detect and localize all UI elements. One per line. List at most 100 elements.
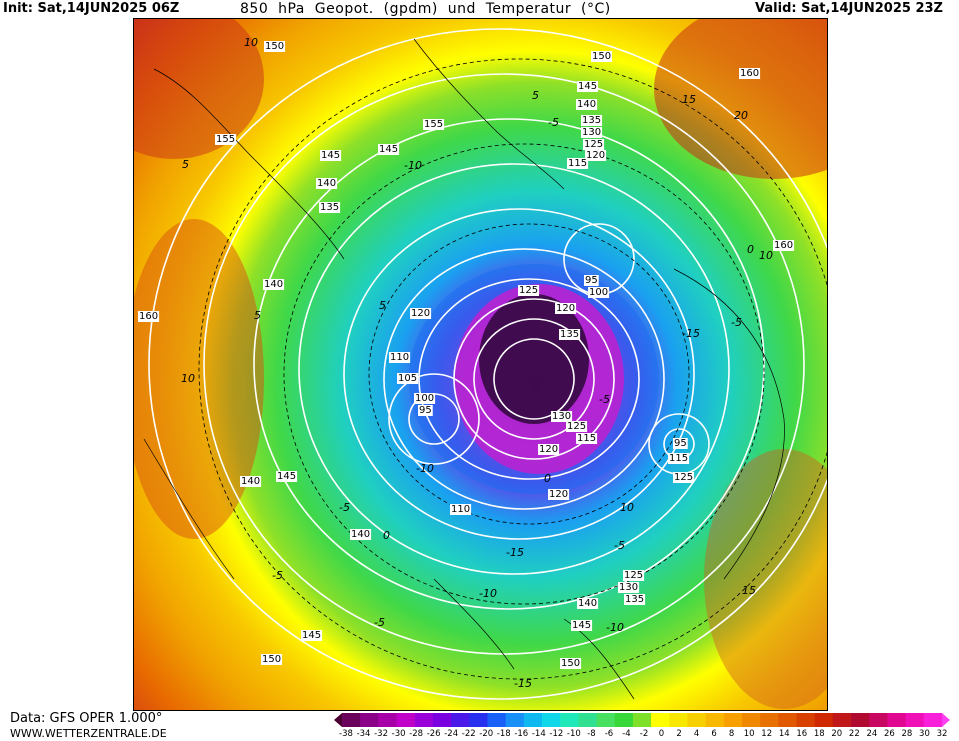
scale-tick-label: -8 xyxy=(587,729,596,739)
geopotential-label-box xyxy=(576,433,598,444)
geopotential-label-text: 110 xyxy=(390,352,409,363)
scale-tick-label: 18 xyxy=(813,729,825,739)
geopotential-label-text: 150 xyxy=(561,658,580,669)
temperature-label-text: 5 xyxy=(532,89,539,102)
scale-swatch xyxy=(614,713,634,727)
map-title: 850 hPa Geopot. (gpdm) und Temperatur (°… xyxy=(240,1,611,17)
temperature-label-text: -5 xyxy=(614,539,625,552)
geopotential-label: 115 xyxy=(668,453,690,464)
temperature-label-text: 0 xyxy=(383,529,390,542)
scale-swatch xyxy=(796,713,816,727)
geopotential-label-box xyxy=(624,594,646,605)
geopotential-label-text: 135 xyxy=(582,115,601,126)
geopotential-label-text: 120 xyxy=(549,489,568,500)
scale-tick-label: 6 xyxy=(711,729,717,739)
scale-swatch xyxy=(487,713,507,727)
geopotential-label-text: 145 xyxy=(572,620,591,631)
temperature-label-text: -15 xyxy=(682,327,700,340)
temperature-label: -5 xyxy=(374,616,385,629)
temperature-label-text: 0 xyxy=(747,243,754,256)
geopotential-label: 150 xyxy=(264,41,286,52)
temperature-label-text: 5 xyxy=(254,309,261,322)
geopotential-label-box xyxy=(577,598,599,609)
temperature-label-text: 15 xyxy=(682,93,696,106)
scale-swatch xyxy=(705,713,725,727)
scale-tick-label: 24 xyxy=(866,729,878,739)
temperature-label: -10 xyxy=(404,159,422,172)
temperature-label-text: -10 xyxy=(404,159,422,172)
scale-tick-label: 10 xyxy=(743,729,755,739)
geopotential-label-text: 95 xyxy=(585,275,598,286)
geopotential-label-box xyxy=(316,178,338,189)
temperature-contours xyxy=(198,58,827,680)
temperature-label-text: 15 xyxy=(742,584,756,597)
geopotential-label: 125 xyxy=(673,472,695,483)
geopotential-label-text: 120 xyxy=(556,303,575,314)
geopotential-label: 125 xyxy=(623,570,645,581)
geopotential-label-text: 125 xyxy=(624,570,643,581)
geopotential-label-text: 105 xyxy=(398,373,417,384)
geopotential-label-box xyxy=(378,144,400,155)
temperature-label: 5 xyxy=(182,158,189,171)
scale-swatch xyxy=(578,713,598,727)
temperature-label: 10 xyxy=(181,372,195,385)
geopotential-label-text: 160 xyxy=(774,240,793,251)
geopotential-label: 145 xyxy=(378,144,400,155)
temperature-label-text: -10 xyxy=(606,621,624,634)
geopotential-label: 100 xyxy=(414,393,436,404)
geopotential-label-box xyxy=(240,476,262,487)
geopotential-label-text: 140 xyxy=(351,529,370,540)
temperature-label-text: -10 xyxy=(416,462,434,475)
temperature-label: -15 xyxy=(506,546,524,559)
temperature-label: -15 xyxy=(682,327,700,340)
geopotential-label-text: 95 xyxy=(674,438,687,449)
scale-tick-label: -30 xyxy=(391,729,406,739)
geopotential-label-box xyxy=(581,127,603,138)
geopotential-label-box xyxy=(618,582,640,593)
temperature-label: 10 xyxy=(759,249,773,262)
scale-tick-label: -6 xyxy=(604,729,614,739)
temperature-label: 5 xyxy=(379,299,386,312)
scale-swatch xyxy=(851,713,870,727)
scale-tick-label: -2 xyxy=(639,729,649,739)
temperature-label-text: 5 xyxy=(182,158,189,171)
geopotential-label: 95 xyxy=(418,405,433,416)
geopotential-label: 130 xyxy=(618,582,640,593)
temperature-label: -5 xyxy=(339,501,350,514)
temperature-label-text: -5 xyxy=(548,116,559,129)
temperature-label-text: -15 xyxy=(506,546,524,559)
geopotential-label: 120 xyxy=(548,489,570,500)
geopotential-label-box xyxy=(414,393,436,404)
geopotential-label: 145 xyxy=(320,150,342,161)
geopotential-label-text: 155 xyxy=(424,119,443,130)
geopotential-label: 115 xyxy=(567,158,589,169)
geopotential-label-text: 160 xyxy=(139,311,158,322)
geopotential-label-text: 150 xyxy=(592,51,611,62)
geopotential-label: 160 xyxy=(739,68,761,79)
geopotential-label: 150 xyxy=(560,658,582,669)
geopotential-label: 135 xyxy=(319,202,341,213)
scale-tick-label: 22 xyxy=(848,729,860,739)
temperature-label: 0 xyxy=(747,243,754,256)
scale-swatch xyxy=(414,713,434,727)
temperature-label: 5 xyxy=(254,309,261,322)
scale-tick-label: 32 xyxy=(936,729,948,739)
temperature-label: 10 xyxy=(244,36,258,49)
geopotential-label-box xyxy=(577,81,599,92)
geopotential-label-text: 125 xyxy=(584,139,603,150)
geopotential-label-box xyxy=(397,373,419,384)
warm-region-patches xyxy=(134,19,827,709)
scale-swatch xyxy=(342,713,361,727)
temperature-label-text: -5 xyxy=(272,569,283,582)
geopotential-label-box xyxy=(571,620,593,631)
geopotential-label-text: 145 xyxy=(379,144,398,155)
scale-tick-label: -12 xyxy=(549,729,564,739)
geopotential-label-text: 140 xyxy=(577,99,596,110)
scale-tick-label: 14 xyxy=(778,729,790,739)
geopotential-label-box xyxy=(588,287,610,298)
geopotential-label: 145 xyxy=(301,630,323,641)
scale-swatch xyxy=(505,713,525,727)
temperature-label: 0 xyxy=(383,529,390,542)
scale-tick-label: -4 xyxy=(622,729,631,739)
geopotential-label: 110 xyxy=(389,352,411,363)
